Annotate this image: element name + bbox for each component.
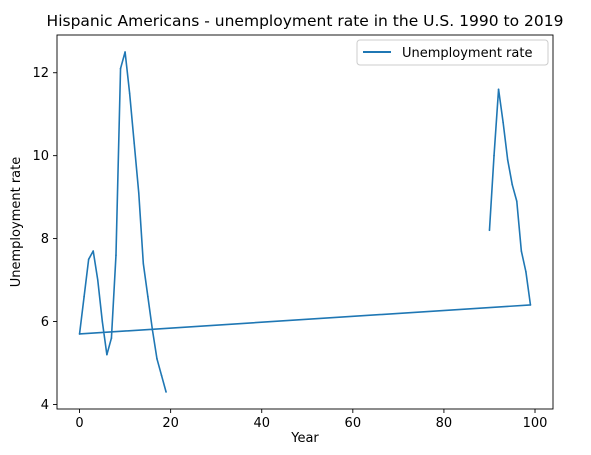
data-point — [156, 358, 158, 360]
y-tick-label: 8 — [41, 232, 49, 247]
data-point — [106, 353, 108, 356]
data-point — [160, 374, 163, 377]
data-point — [83, 295, 85, 298]
data-point — [147, 295, 149, 298]
data-point — [101, 320, 104, 323]
x-tick-label: 60 — [345, 416, 362, 431]
data-point — [110, 337, 113, 339]
data-point — [506, 159, 509, 161]
y-tick-label: 10 — [32, 149, 49, 164]
data-point — [502, 121, 504, 124]
y-tick-label: 4 — [41, 398, 49, 413]
series-line — [78, 51, 532, 393]
data-point — [165, 391, 167, 393]
data-point — [511, 183, 514, 186]
plot-area — [56, 34, 554, 410]
data-point — [87, 258, 90, 261]
x-axis: 0 20 40 60 80 100 — [75, 409, 547, 431]
data-point — [128, 92, 131, 95]
data-point — [515, 200, 518, 203]
data-point — [119, 67, 122, 70]
x-tick-label: 100 — [523, 416, 548, 431]
chart-title: Hispanic Americans - unemployment rate i… — [47, 12, 564, 30]
data-point — [488, 229, 491, 232]
legend-box — [356, 39, 549, 66]
series-layer — [78, 51, 532, 393]
data-point — [124, 51, 126, 53]
data-point — [92, 250, 95, 252]
data-point — [529, 304, 532, 306]
x-tick-label: 40 — [253, 416, 270, 431]
data-point — [497, 88, 500, 91]
x-tick-label: 20 — [162, 416, 179, 431]
data-point — [520, 250, 523, 252]
data-point — [525, 270, 527, 273]
data-point — [137, 192, 140, 194]
y-axis: 4 6 8 10 12 — [32, 66, 57, 413]
legend-label: Unemployment rate — [402, 46, 532, 61]
y-axis-title: Unemployment rate — [9, 157, 24, 287]
data-point — [151, 329, 154, 331]
x-tick-label: 80 — [436, 416, 453, 431]
data-point — [133, 142, 136, 145]
data-point — [493, 154, 495, 157]
legend: Unemployment rate — [356, 39, 549, 66]
data-point — [142, 262, 145, 265]
data-point — [96, 279, 99, 281]
data-point — [78, 333, 81, 335]
x-axis-title: Year — [290, 431, 319, 446]
y-tick-label: 6 — [41, 315, 49, 330]
y-tick-label: 12 — [32, 66, 49, 81]
data-point — [115, 254, 117, 256]
x-tick-label: 0 — [75, 416, 83, 431]
